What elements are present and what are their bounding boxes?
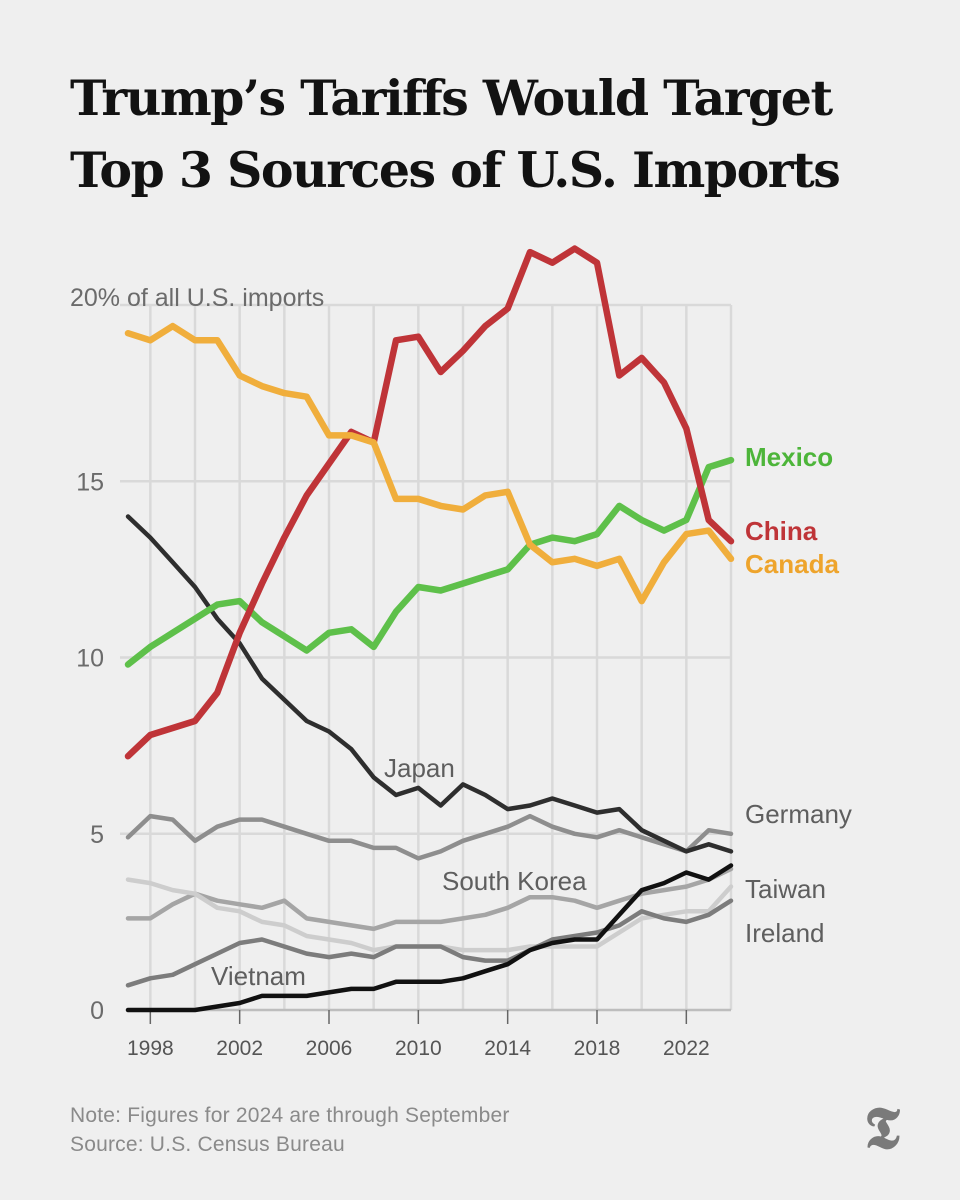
series-layer (124, 245, 735, 1013)
series-label-mexico: Mexico (745, 442, 833, 472)
axis-layer: 0 5 10 15 1998 2002 2006 2010 2014 2018 2022 (76, 468, 710, 1060)
series-line-vietnam (125, 863, 734, 1013)
x-tick-label: 2022 (663, 1037, 710, 1060)
grid-layer (120, 303, 733, 1012)
x-tick-label: 2006 (306, 1037, 353, 1060)
series-line-mexico (124, 456, 735, 668)
series-line-germany (125, 813, 734, 861)
x-tick-label: 2010 (395, 1037, 442, 1060)
chart-title: Trump’s Tariffs Would Target Top 3 Sourc… (70, 69, 841, 199)
x-tick-label: 2014 (484, 1037, 531, 1060)
x-tick-label: 1998 (127, 1037, 174, 1060)
footnotes: Note: Figures for 2024 are through Septe… (70, 1101, 510, 1159)
y-axis-title: 20% of all U.S. imports (70, 284, 324, 312)
series-line-ireland (125, 898, 734, 988)
note-text: Note: Figures for 2024 are through Septe… (70, 1104, 510, 1127)
series-line-canada (124, 322, 735, 605)
y-tick-label: 15 (76, 468, 104, 496)
series-line-japan (125, 514, 734, 854)
series-label-taiwan: Taiwan (745, 874, 826, 904)
series-line-south-korea (125, 866, 734, 932)
series-label-germany: Germany (745, 799, 852, 829)
y-tick-label: 10 (76, 645, 104, 673)
source-text: Source: U.S. Census Bureau (70, 1133, 345, 1156)
series-label-china: China (745, 516, 818, 546)
x-tick-label: 2002 (216, 1037, 263, 1060)
y-tick-label: 0 (90, 997, 104, 1025)
nyt-t-logo-icon: 𝕿 (864, 1094, 900, 1162)
series-label-ireland: Ireland (745, 918, 825, 948)
series-line-china (124, 245, 735, 760)
series-label-japan: Japan (384, 753, 455, 783)
label-layer: 20% of all U.S. imports Mexico China Can… (70, 284, 852, 991)
series-label-vietnam: Vietnam (211, 961, 306, 991)
x-tick-label: 2018 (574, 1037, 621, 1060)
y-tick-label: 5 (90, 821, 104, 849)
series-label-canada: Canada (745, 549, 839, 579)
series-label-south-korea: South Korea (442, 866, 587, 896)
